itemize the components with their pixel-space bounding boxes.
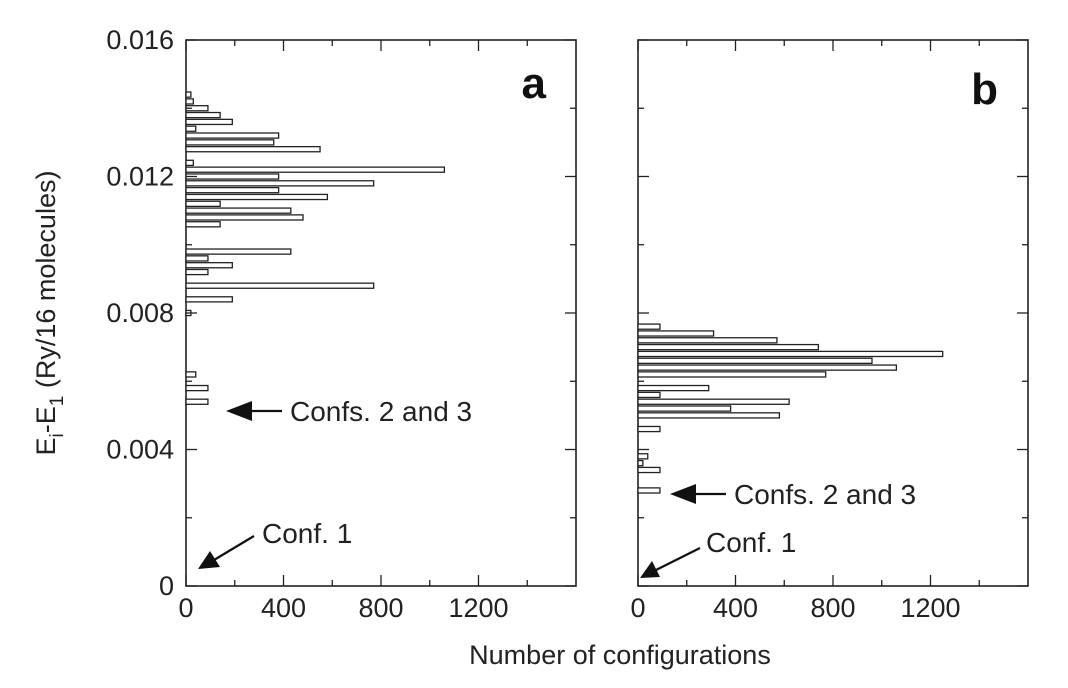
histogram-bar xyxy=(185,371,197,378)
panel-b-bars xyxy=(637,323,944,494)
histogram-bar xyxy=(185,255,209,262)
histogram-bar xyxy=(185,118,233,126)
histogram-bar xyxy=(185,398,209,405)
histogram-bar xyxy=(637,371,827,378)
y-axis-label-e: E xyxy=(31,437,61,455)
panel-a-label: a xyxy=(522,59,547,108)
y-axis-label-dash-e: -E xyxy=(31,406,61,433)
x-tick-label: 0 xyxy=(630,593,645,623)
histogram-bar xyxy=(637,466,661,474)
histogram-bar xyxy=(185,193,329,201)
arrow-head xyxy=(670,484,696,504)
arrow-head xyxy=(198,551,220,569)
panel-a-annotation-conf-1: Conf. 1 xyxy=(198,518,352,569)
histogram-bar xyxy=(185,145,321,153)
histogram-bar xyxy=(637,412,781,419)
histogram-bar xyxy=(637,350,944,358)
arrow-head xyxy=(640,561,660,578)
y-axis-label-sub-1: 1 xyxy=(47,396,68,407)
histogram-bar xyxy=(185,180,375,187)
histogram-bar xyxy=(637,425,661,433)
histogram-bar xyxy=(637,398,790,405)
histogram-bar xyxy=(185,173,280,180)
panel-a-frame xyxy=(185,39,577,587)
y-tick-label: 0.012 xyxy=(106,162,174,192)
histogram-bar xyxy=(185,200,221,208)
histogram-bar xyxy=(637,323,661,330)
histogram-bar xyxy=(185,282,375,289)
histogram-bar xyxy=(185,384,209,392)
histogram-bar xyxy=(185,296,233,303)
x-tick-label: 400 xyxy=(713,593,758,623)
annotation-text: Confs. 2 and 3 xyxy=(734,479,916,510)
panel-a-x-tick-labels: 0 400 800 1200 xyxy=(178,593,508,623)
histogram-bar xyxy=(637,330,715,337)
histogram-bar xyxy=(185,248,292,255)
panel-b: 0 400 800 1200 b Confs. 2 and 3 Conf. 1 xyxy=(630,39,1029,623)
panel-b-ticks xyxy=(637,39,1028,587)
y-tick-label: 0.004 xyxy=(106,435,174,465)
histogram-bar xyxy=(637,384,710,392)
histogram-bar xyxy=(185,262,233,269)
histogram-bar xyxy=(185,207,292,214)
panel-a: 0 0.004 0.008 0.012 0.016 0 400 800 1200 a Conf… xyxy=(106,25,577,623)
y-tick-label: 0.008 xyxy=(106,298,174,328)
y-axis-label: Ei-E1 (Ry/16 molecules) xyxy=(31,171,68,456)
histogram-bar xyxy=(185,214,304,221)
histogram-bar xyxy=(185,91,192,98)
histogram-bar xyxy=(185,111,221,119)
histogram-bar xyxy=(185,268,209,276)
arrow-line xyxy=(655,547,701,571)
x-tick-label: 800 xyxy=(358,593,403,623)
histogram-bar xyxy=(185,125,197,132)
y-tick-label: 0 xyxy=(159,571,174,601)
histogram-bar xyxy=(185,98,194,105)
histogram-bar xyxy=(637,337,778,344)
panel-b-x-tick-labels: 0 400 800 1200 xyxy=(630,593,960,623)
panel-b-annotation-confs-2-3: Confs. 2 and 3 xyxy=(670,479,916,510)
panel-a-bars xyxy=(185,91,446,405)
histogram-bar xyxy=(637,453,649,460)
histogram-bar xyxy=(637,487,661,494)
histogram-bar xyxy=(637,459,644,467)
annotation-text: Confs. 2 and 3 xyxy=(290,396,472,427)
x-tick-label: 1200 xyxy=(900,593,960,623)
y-tick-label: 0.016 xyxy=(106,25,174,55)
y-axis-label-units: (Ry/16 molecules) xyxy=(31,171,61,396)
histogram-bar xyxy=(637,405,732,412)
histogram-bar xyxy=(637,357,873,364)
histogram-bar xyxy=(185,186,280,194)
x-axis-label: Number of configurations xyxy=(469,640,771,670)
histogram-bar xyxy=(185,166,446,173)
x-tick-label: 0 xyxy=(178,593,193,623)
annotation-text: Conf. 1 xyxy=(706,527,796,558)
panel-b-label: b xyxy=(971,65,998,114)
histogram-bar xyxy=(185,132,280,139)
histogram-bar xyxy=(637,391,661,399)
arrow-line xyxy=(213,535,255,561)
y-axis-label-sub-i: i xyxy=(47,433,68,437)
histogram-bar xyxy=(185,139,275,146)
x-tick-label: 400 xyxy=(261,593,306,623)
histogram-bar xyxy=(637,364,898,371)
histogram-bar xyxy=(185,221,221,228)
histogram-bar xyxy=(185,159,194,167)
panel-a-ticks xyxy=(185,39,576,587)
arrow-head xyxy=(226,401,252,421)
x-tick-label: 1200 xyxy=(448,593,508,623)
panel-a-y-tick-labels: 0 0.004 0.008 0.012 0.016 xyxy=(106,25,174,601)
annotation-text: Conf. 1 xyxy=(262,518,352,549)
histogram-bar xyxy=(637,343,820,351)
x-tick-label: 800 xyxy=(810,593,855,623)
panel-a-annotation-confs-2-3: Confs. 2 and 3 xyxy=(226,396,472,427)
panel-b-annotation-conf-1: Conf. 1 xyxy=(640,527,796,578)
